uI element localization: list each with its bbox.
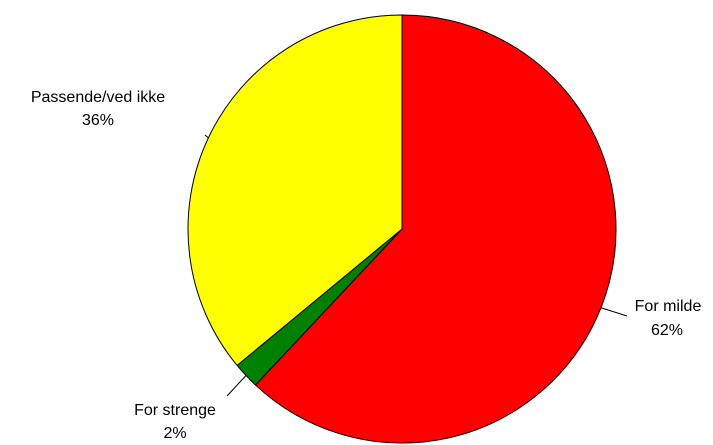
slice-percent-for-milde: 62% (651, 322, 683, 339)
leader-line-passende-ved-ikke (204, 134, 209, 139)
leader-line-for-strenge (226, 375, 247, 397)
leader-lines (204, 134, 628, 397)
pie-slices (187, 14, 617, 444)
slice-percent-passende: 36% (82, 112, 114, 129)
pie-slice-for-milde (254, 14, 617, 444)
slice-label-for-strenge: For strenge (134, 402, 216, 419)
leader-line-for-milde (600, 307, 628, 317)
slice-label-for-milde: For milde (635, 298, 702, 315)
slice-percent-for-strenge: 2% (163, 425, 186, 442)
slice-label-passende: Passende/ved ikke (31, 89, 165, 106)
